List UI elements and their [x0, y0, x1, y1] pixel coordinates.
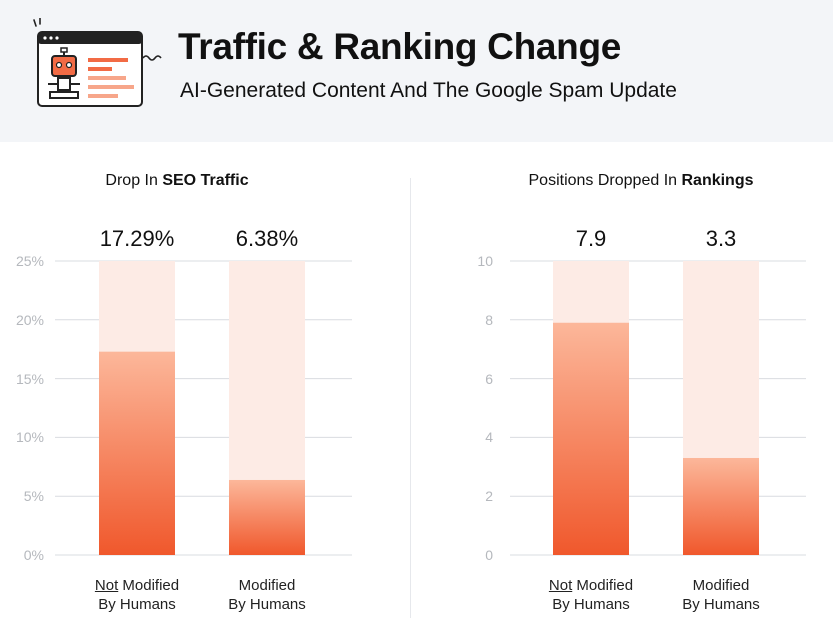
y-tick-label: 10% — [15, 429, 44, 446]
y-tick-label: 15% — [15, 370, 44, 387]
x-category-label: Modified By Humans — [228, 577, 306, 613]
page-title: Traffic & Ranking Change — [178, 26, 622, 67]
chart-title: Positions Dropped In Rankings — [528, 172, 754, 189]
bar — [229, 479, 305, 555]
not-emphasis: Not — [548, 577, 573, 594]
bar — [683, 457, 759, 555]
bar-value-label: 7.9 — [575, 226, 607, 251]
y-tick-label: 8 — [485, 311, 493, 328]
bar-value-label: 17.29% — [99, 226, 175, 251]
y-tick-label: 2 — [485, 488, 493, 505]
bar — [553, 322, 629, 555]
bar-value-label: 3.3 — [705, 226, 737, 251]
y-tick-label: 25% — [15, 253, 44, 269]
robot-browser-icon — [33, 18, 162, 107]
y-tick-label: 5% — [23, 488, 44, 505]
bar — [99, 351, 175, 555]
page-subtitle: AI-Generated Content And The Google Spam… — [180, 79, 677, 102]
y-tick-label: 20% — [15, 311, 44, 328]
y-tick-label: 6 — [485, 370, 493, 387]
bar-value-label: 6.38% — [235, 226, 299, 251]
rankings-chart: Positions Dropped In Rankings 0 2 4 6 8 10 7.9… — [411, 142, 833, 635]
chart-divider — [410, 178, 411, 618]
chart-title: Drop In SEO Traffic — [105, 172, 249, 189]
x-category-label: Not Modified By Humans — [548, 577, 634, 613]
y-tick-label: 10 — [477, 253, 493, 269]
chart-plot — [510, 260, 806, 556]
y-tick-label: 4 — [485, 429, 493, 446]
header: Traffic & Ranking Change AI-Generated Co… — [0, 0, 833, 142]
x-category-label: Not Modified By Humans — [94, 577, 180, 613]
seo-traffic-chart: Drop In SEO Traffic 0% 5% 10% 15% 20% 25% 17.2… — [0, 142, 410, 635]
not-emphasis: Not — [94, 577, 119, 594]
x-category-label: Modified By Humans — [682, 577, 760, 613]
y-tick-label: 0% — [23, 547, 44, 563]
y-tick-label: 0 — [485, 547, 493, 563]
chart-plot — [55, 260, 352, 556]
